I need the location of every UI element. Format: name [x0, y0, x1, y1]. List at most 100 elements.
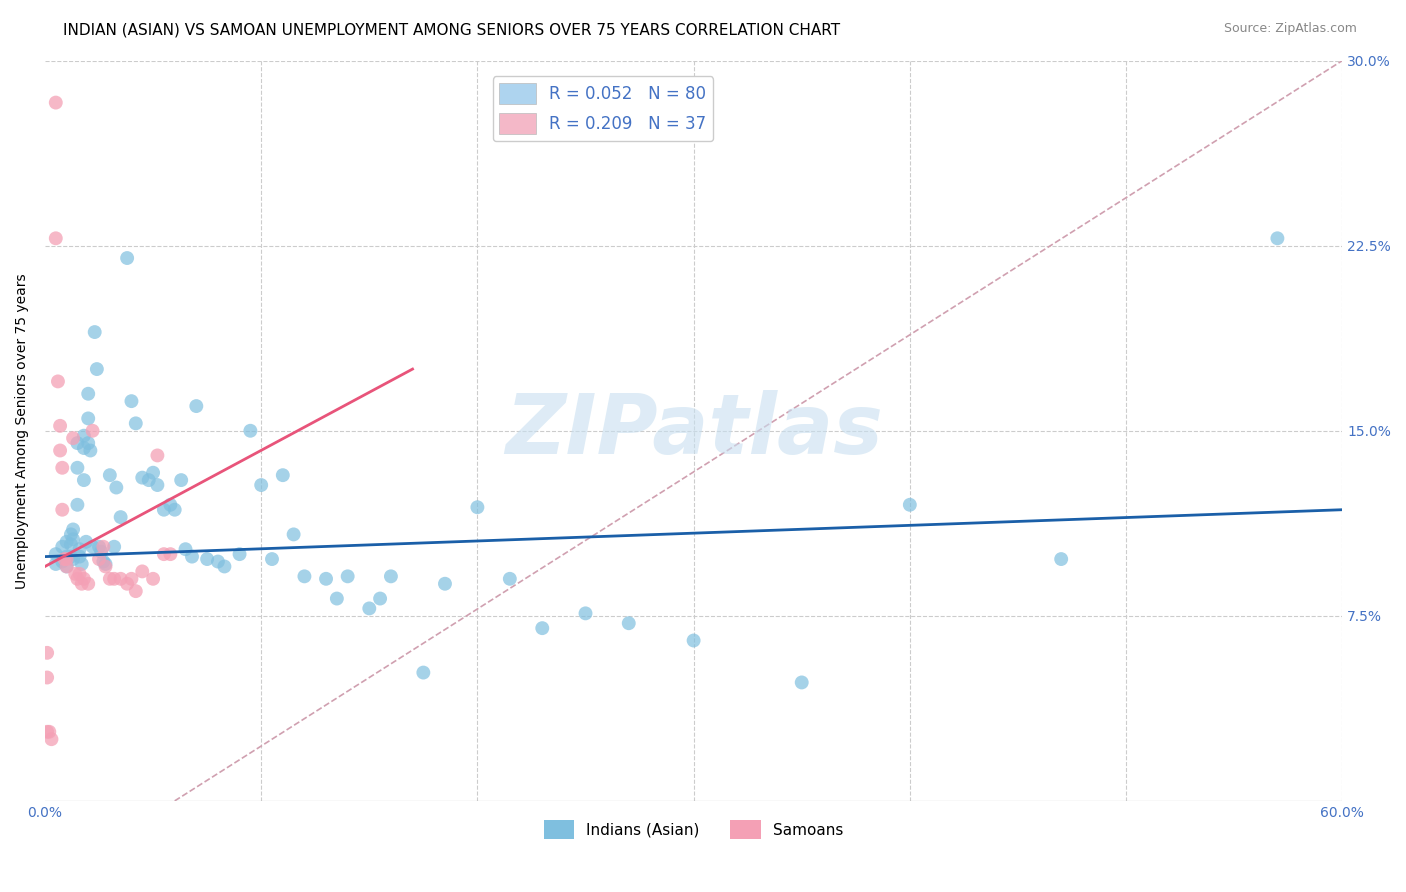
Point [174, 542, 197, 557]
Point [46, 375, 69, 389]
Point [283, 527, 305, 541]
Point [433, 576, 456, 591]
Point [271, 468, 294, 483]
Point [93, 540, 115, 554]
Point [87, 552, 110, 566]
Point [115, 576, 138, 591]
Point [294, 569, 316, 583]
Point [69, 549, 91, 564]
Point [315, 572, 337, 586]
Point [98, 468, 121, 483]
Point [617, 616, 640, 631]
Point [55, 552, 77, 566]
Point [131, 470, 153, 484]
Point [138, 473, 160, 487]
Point [59, 537, 82, 551]
Point [86, 362, 108, 376]
Point [51, 540, 73, 554]
Text: INDIAN (ASIAN) VS SAMOAN UNEMPLOYMENT AMONG SENIORS OVER 75 YEARS CORRELATION CH: INDIAN (ASIAN) VS SAMOAN UNEMPLOYMENT AM… [63, 22, 841, 37]
Point [228, 547, 250, 561]
Point [359, 601, 381, 615]
Point [94, 557, 117, 571]
Point [103, 572, 125, 586]
Point [41, 732, 63, 747]
Point [186, 399, 208, 413]
Point [153, 547, 176, 561]
Text: ZIPatlas: ZIPatlas [505, 391, 883, 471]
Point [70, 557, 93, 571]
Point [159, 498, 181, 512]
Point [55, 559, 77, 574]
Point [898, 498, 921, 512]
Point [69, 566, 91, 581]
Point [62, 533, 84, 547]
Point [87, 540, 110, 554]
Text: Source: ZipAtlas.com: Source: ZipAtlas.com [1223, 22, 1357, 36]
Point [73, 473, 96, 487]
Point [380, 569, 402, 583]
Point [110, 572, 132, 586]
Point [45, 95, 67, 110]
Point [105, 481, 128, 495]
Point [59, 527, 82, 541]
Point [65, 566, 87, 581]
Point [163, 502, 186, 516]
Point [214, 559, 236, 574]
Point [77, 411, 100, 425]
Legend: Indians (Asian), Samoans: Indians (Asian), Samoans [537, 814, 849, 845]
Point [682, 633, 704, 648]
Point [103, 540, 125, 554]
Point [51, 502, 73, 516]
Point [45, 547, 67, 561]
Point [49, 418, 72, 433]
Point [69, 542, 91, 557]
Point [1050, 552, 1073, 566]
Point [73, 572, 96, 586]
Point [195, 552, 218, 566]
Point [326, 591, 349, 606]
Point [73, 428, 96, 442]
Point [77, 386, 100, 401]
Point [412, 665, 434, 680]
Point [66, 572, 89, 586]
Point [45, 231, 67, 245]
Point [531, 621, 554, 635]
Point [115, 251, 138, 265]
Point [55, 534, 77, 549]
Point [159, 547, 181, 561]
Point [131, 565, 153, 579]
Point [77, 436, 100, 450]
Point [125, 584, 148, 599]
Point [82, 424, 104, 438]
Point [125, 417, 148, 431]
Point [66, 436, 89, 450]
Point [146, 449, 169, 463]
Point [120, 394, 142, 409]
Point [260, 552, 283, 566]
Point [37, 671, 59, 685]
Point [110, 510, 132, 524]
Point [142, 572, 165, 586]
Point [62, 523, 84, 537]
Point [90, 544, 112, 558]
Point [142, 466, 165, 480]
Point [79, 443, 101, 458]
Point [59, 549, 82, 564]
Point [499, 572, 522, 586]
Point [45, 557, 67, 571]
Point [93, 555, 115, 569]
Point [62, 431, 84, 445]
Point [55, 559, 77, 574]
Point [66, 460, 89, 475]
Point [37, 724, 59, 739]
Point [37, 646, 59, 660]
Point [75, 534, 97, 549]
Y-axis label: Unemployment Among Seniors over 75 years: Unemployment Among Seniors over 75 years [15, 273, 30, 589]
Point [239, 424, 262, 438]
Point [170, 473, 193, 487]
Point [66, 498, 89, 512]
Point [73, 441, 96, 455]
Point [120, 572, 142, 586]
Point [336, 569, 359, 583]
Point [467, 500, 489, 515]
